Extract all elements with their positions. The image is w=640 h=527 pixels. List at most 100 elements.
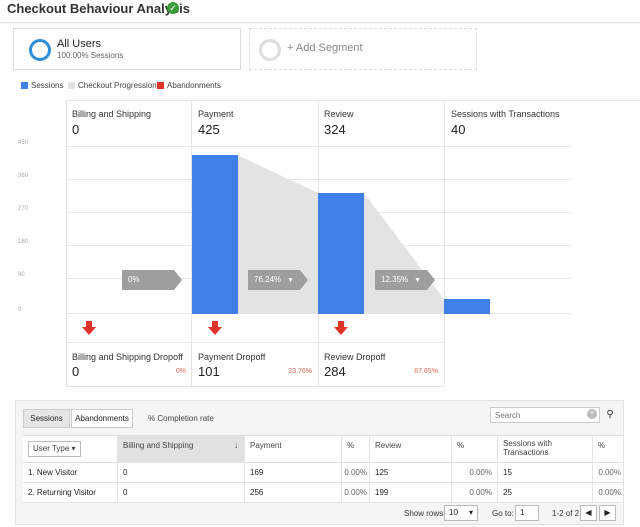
bar-transactions[interactable] bbox=[444, 299, 490, 314]
dropoff-divider bbox=[318, 342, 444, 343]
verified-check-icon: ✓ bbox=[167, 2, 179, 14]
tab-sessions[interactable]: Sessions bbox=[23, 409, 70, 428]
dimension-dropdown[interactable]: User Type ▾ bbox=[28, 441, 81, 457]
show-rows-select[interactable]: 10 ▾ bbox=[444, 505, 478, 521]
caret-down-icon: ▼ bbox=[287, 277, 295, 284]
legend-abandonments: Abandonments bbox=[157, 81, 221, 90]
search-icon[interactable]: ⚲ bbox=[606, 409, 614, 420]
step-label-payment: Payment bbox=[198, 109, 234, 119]
progression-pct: 76.24% bbox=[254, 275, 282, 284]
segment-all-users[interactable]: All Users 100.00% Sessions bbox=[13, 28, 241, 70]
progression-area-payment-review bbox=[238, 155, 318, 314]
cell-review: 125 bbox=[370, 463, 452, 483]
bar-review[interactable] bbox=[318, 193, 364, 314]
column-header-pct[interactable]: % bbox=[342, 436, 370, 464]
progression-tag[interactable]: 76.24% ▼ bbox=[248, 270, 308, 290]
y-tick-label: 360 bbox=[18, 173, 29, 179]
prev-page-button[interactable]: ◀ bbox=[580, 505, 597, 521]
y-tick-label: 90 bbox=[18, 272, 25, 278]
empty-segment-ring-icon bbox=[259, 39, 281, 61]
dropoff-divider bbox=[66, 342, 191, 343]
segment-name: All Users bbox=[57, 38, 102, 50]
show-rows-label: Show rows: bbox=[404, 509, 446, 518]
row-user-type: 2. Returning Visitor bbox=[23, 483, 118, 503]
dropoff-divider bbox=[191, 342, 318, 343]
completion-rate-label[interactable]: % Completion rate bbox=[148, 414, 214, 423]
segment-subtitle: 100.00% Sessions bbox=[57, 51, 124, 60]
y-tick-label: 0 bbox=[18, 307, 22, 313]
column-header-pct[interactable]: % bbox=[598, 441, 606, 450]
step-divider bbox=[444, 100, 445, 386]
row-user-type-link[interactable]: New Visitor bbox=[36, 468, 78, 477]
table-header: User Type ▾ Billing and Shipping ↓ Paymen… bbox=[23, 435, 623, 464]
chevron-down-icon: ▾ bbox=[468, 508, 473, 517]
dropoff-pct-review: 87.65% bbox=[414, 368, 438, 375]
progression-pct: 0% bbox=[128, 275, 140, 284]
row-index: 2. bbox=[28, 488, 35, 497]
goto-input[interactable]: 1 bbox=[515, 505, 539, 521]
legend-swatch-grey bbox=[68, 82, 75, 89]
step-value-billing: 0 bbox=[72, 122, 80, 137]
chevron-right-icon: ▶ bbox=[604, 508, 611, 517]
cell-pct: 0.00% bbox=[598, 488, 621, 497]
dropoff-value-billing: 0 bbox=[72, 364, 80, 379]
step-label-transactions: Sessions with Transactions bbox=[451, 109, 560, 119]
clear-search-icon[interactable]: × bbox=[587, 409, 597, 419]
progression-tag[interactable]: 0% bbox=[122, 270, 182, 290]
cell-pct: 0.00% bbox=[342, 463, 370, 483]
search-input[interactable] bbox=[490, 407, 600, 423]
step-value-review: 324 bbox=[324, 122, 346, 137]
step-label-review: Review bbox=[324, 109, 354, 119]
dropoff-pct-billing: 0% bbox=[175, 368, 186, 375]
cell-pct: 0.00% bbox=[452, 483, 498, 503]
progression-pct: 12.35% bbox=[381, 275, 409, 284]
column-header-review[interactable]: Review bbox=[370, 436, 452, 464]
goto-label: Go to: bbox=[492, 509, 514, 518]
step-value-payment: 425 bbox=[198, 122, 220, 137]
column-header-user-type[interactable]: User Type ▾ bbox=[23, 436, 118, 464]
dropoff-pct-payment: 23.76% bbox=[288, 368, 312, 375]
next-page-button[interactable]: ▶ bbox=[599, 505, 616, 521]
cell-pct: 0.00% bbox=[452, 463, 498, 483]
sort-arrow-down-icon: ↓ bbox=[234, 441, 238, 450]
step-divider bbox=[191, 100, 192, 386]
cell-payment: 256 bbox=[245, 483, 342, 503]
page-title: Checkout Behaviour Analysis bbox=[7, 1, 191, 16]
legend-swatch-blue bbox=[21, 82, 28, 89]
dropoff-label-payment: Payment Dropoff bbox=[198, 352, 266, 362]
gridline bbox=[66, 179, 572, 180]
row-user-type-link[interactable]: Returning Visitor bbox=[36, 488, 96, 497]
cell-pct: 0.00% bbox=[598, 468, 621, 477]
pagination-range: 1-2 of 2 bbox=[552, 509, 580, 518]
header-divider bbox=[0, 22, 640, 23]
column-header-billing[interactable]: Billing and Shipping ↓ bbox=[118, 436, 245, 464]
progression-tag[interactable]: 12.35% ▼ bbox=[375, 270, 435, 290]
bar-payment[interactable] bbox=[192, 155, 238, 314]
step-value-transactions: 40 bbox=[451, 122, 466, 137]
y-tick-label: 450 bbox=[18, 140, 29, 146]
cell-billing: 0 bbox=[118, 483, 245, 503]
chevron-down-icon: ▾ bbox=[71, 444, 76, 453]
column-header-pct[interactable]: % bbox=[452, 436, 498, 464]
dropoff-label-billing: Billing and Shipping Dropoff bbox=[72, 352, 183, 362]
cell-payment: 169 bbox=[245, 463, 342, 483]
legend-progression: Checkout Progression bbox=[68, 81, 157, 90]
dropoff-value-review: 284 bbox=[324, 364, 346, 379]
cell-billing: 0 bbox=[118, 463, 245, 483]
dimension-label: User Type bbox=[33, 444, 70, 453]
cell-review: 199 bbox=[370, 483, 452, 503]
add-segment-button[interactable]: + Add Segment bbox=[249, 28, 477, 70]
chevron-left-icon: ◀ bbox=[585, 508, 592, 517]
column-header-transactions[interactable]: Sessions with Transactions bbox=[498, 436, 593, 464]
legend-swatch-red bbox=[157, 82, 164, 89]
step-divider bbox=[66, 100, 67, 386]
dropoff-label-review: Review Dropoff bbox=[324, 352, 386, 362]
tab-abandonments[interactable]: Abandonments bbox=[71, 409, 133, 428]
gridline bbox=[66, 146, 572, 147]
y-tick-label: 180 bbox=[18, 239, 29, 245]
column-header-payment[interactable]: Payment bbox=[245, 436, 342, 464]
legend-sessions: Sessions bbox=[21, 81, 63, 90]
legend-label: Abandonments bbox=[167, 81, 221, 90]
y-tick-label: 270 bbox=[18, 206, 29, 212]
show-rows-value: 10 bbox=[449, 508, 458, 517]
